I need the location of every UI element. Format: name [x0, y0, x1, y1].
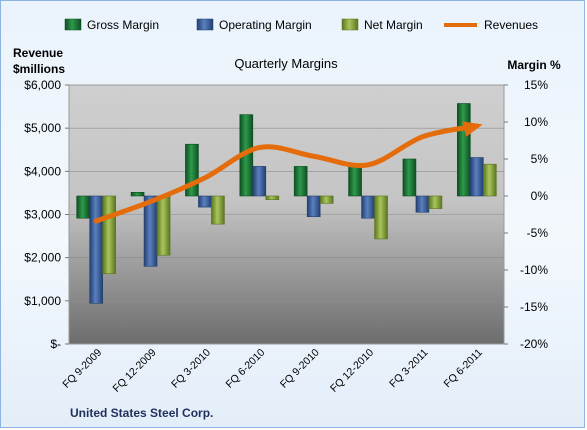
right-tick-label: 10%	[524, 115, 548, 129]
legend: Gross Margin Operating Margin Net Margin…	[64, 18, 538, 32]
legend-swatch-operating-margin	[196, 18, 214, 31]
legend-label-operating-margin: Operating Margin	[219, 18, 312, 32]
left-axis-title-line2: $millions	[13, 62, 65, 76]
legend-label-gross-margin: Gross Margin	[87, 18, 159, 32]
operating-margin-bar	[361, 195, 375, 219]
left-tick-label: $1,000	[24, 294, 61, 308]
category-label: FQ 3-2011	[387, 347, 431, 391]
operating-margin-bar	[415, 195, 430, 213]
left-tick-label: $5,000	[24, 121, 61, 135]
left-tick-label: $3,000	[24, 208, 61, 222]
gross-margin-bar	[76, 195, 90, 219]
net-margin-bar	[374, 195, 388, 240]
operating-margin-bar	[306, 195, 321, 218]
operating-margin-bar	[252, 166, 267, 197]
gross-margin-bar	[348, 166, 362, 197]
operating-margin-bar	[470, 157, 484, 197]
operating-margin-bar	[143, 195, 158, 267]
right-axis-title: Margin %	[507, 58, 561, 72]
net-margin-bar	[483, 163, 497, 197]
right-tick-label: -10%	[520, 263, 548, 277]
right-axis-ticks: -20% -15% -10% -5% 0% 5% 10% 15%	[504, 78, 548, 351]
right-tick-label: -5%	[527, 226, 549, 240]
gross-margin-bar	[457, 103, 471, 197]
company-name: United States Steel Corp.	[70, 406, 213, 420]
net-margin-bar	[265, 195, 280, 200]
right-tick-label: -15%	[520, 300, 548, 314]
operating-margin-bar	[198, 195, 212, 208]
legend-label-net-margin: Net Margin	[364, 18, 423, 32]
gross-margin-bar	[402, 158, 417, 197]
right-tick-label: 0%	[531, 189, 549, 203]
category-label: FQ 3-2010	[169, 347, 213, 391]
category-label: FQ 12-2010	[328, 347, 376, 395]
revenue-line	[93, 121, 483, 224]
right-tick-label: 15%	[524, 78, 548, 92]
right-tick-label: -20%	[520, 337, 548, 351]
category-label: FQ 9-2009	[60, 347, 104, 391]
revenues-arrowhead	[462, 121, 483, 137]
net-margin-bar	[428, 195, 443, 209]
left-axis-ticks: $- $1,000 $2,000 $3,000 $4,000 $5,000 $6,000	[24, 78, 69, 351]
category-labels: FQ 9-2009 FQ 12-2009 FQ 3-2010 FQ 6-2010 FQ …	[60, 347, 485, 395]
operating-margin-bar	[89, 195, 103, 304]
left-axis-title-line1: Revenue	[13, 46, 63, 60]
left-tick-label: $4,000	[24, 164, 61, 178]
category-label: FQ 6-2011	[442, 347, 486, 391]
legend-swatch-gross-margin	[64, 18, 82, 31]
legend-swatch-net-margin	[341, 18, 359, 31]
category-label: FQ 6-2010	[223, 347, 267, 391]
category-label: FQ 9-2010	[278, 347, 322, 391]
left-tick-label: $-	[50, 337, 61, 351]
gridlines	[69, 127, 504, 302]
gross-margin-bar	[293, 166, 308, 197]
net-margin-bar	[156, 195, 171, 256]
left-tick-label: $2,000	[24, 251, 61, 265]
left-tick-label: $6,000	[24, 78, 61, 92]
legend-label-revenues: Revenues	[484, 18, 538, 32]
category-label: FQ 12-2009	[111, 347, 159, 395]
chart-title: Quarterly Margins	[234, 56, 338, 71]
net-margin-bar	[102, 195, 116, 274]
gross-margin-bar	[130, 192, 145, 197]
net-margin-bar	[211, 195, 225, 225]
revenues-line	[93, 123, 480, 224]
net-margin-bar	[319, 195, 334, 204]
right-tick-label: 5%	[531, 152, 549, 166]
